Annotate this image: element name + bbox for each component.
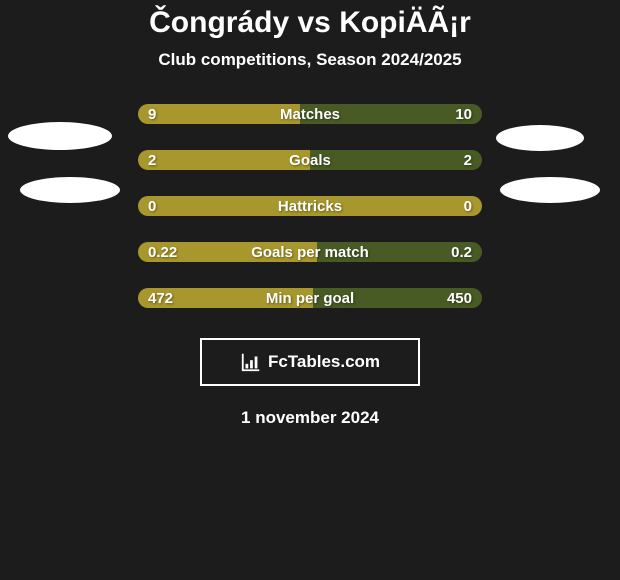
subtitle: Club competitions, Season 2024/2025 bbox=[0, 50, 620, 70]
stat-bar-right-fill bbox=[317, 242, 482, 262]
stat-bar: 910Matches bbox=[138, 104, 482, 124]
avatar-placeholder-right-2 bbox=[500, 177, 600, 203]
stat-bar-left-fill bbox=[138, 288, 313, 308]
stat-bar-right-fill bbox=[310, 150, 482, 170]
avatar-placeholder-right-1 bbox=[496, 125, 584, 151]
stat-bar: 0.220.2Goals per match bbox=[138, 242, 482, 262]
stat-bar: 472450Min per goal bbox=[138, 288, 482, 308]
site-logo-text: FcTables.com bbox=[268, 352, 380, 372]
snapshot-date: 1 november 2024 bbox=[0, 408, 620, 428]
stat-bar-left-fill bbox=[138, 196, 482, 216]
stat-bar-right-fill bbox=[300, 104, 482, 124]
bar-chart-icon bbox=[240, 351, 262, 373]
avatar-placeholder-left-1 bbox=[8, 122, 112, 150]
comparison-stage: Čongrády vs KopiÄÃ¡r Club competitions, … bbox=[0, 0, 620, 580]
avatar-placeholder-left-2 bbox=[20, 177, 120, 203]
stat-bar: 22Goals bbox=[138, 150, 482, 170]
stat-bar: 00Hattricks bbox=[138, 196, 482, 216]
stat-bar-left-fill bbox=[138, 242, 317, 262]
site-logo[interactable]: FcTables.com bbox=[200, 338, 420, 386]
stat-bar-right-fill bbox=[313, 288, 482, 308]
stat-bar-left-fill bbox=[138, 104, 300, 124]
stat-bar-left-fill bbox=[138, 150, 310, 170]
page-title: Čongrády vs KopiÄÃ¡r bbox=[0, 0, 620, 40]
